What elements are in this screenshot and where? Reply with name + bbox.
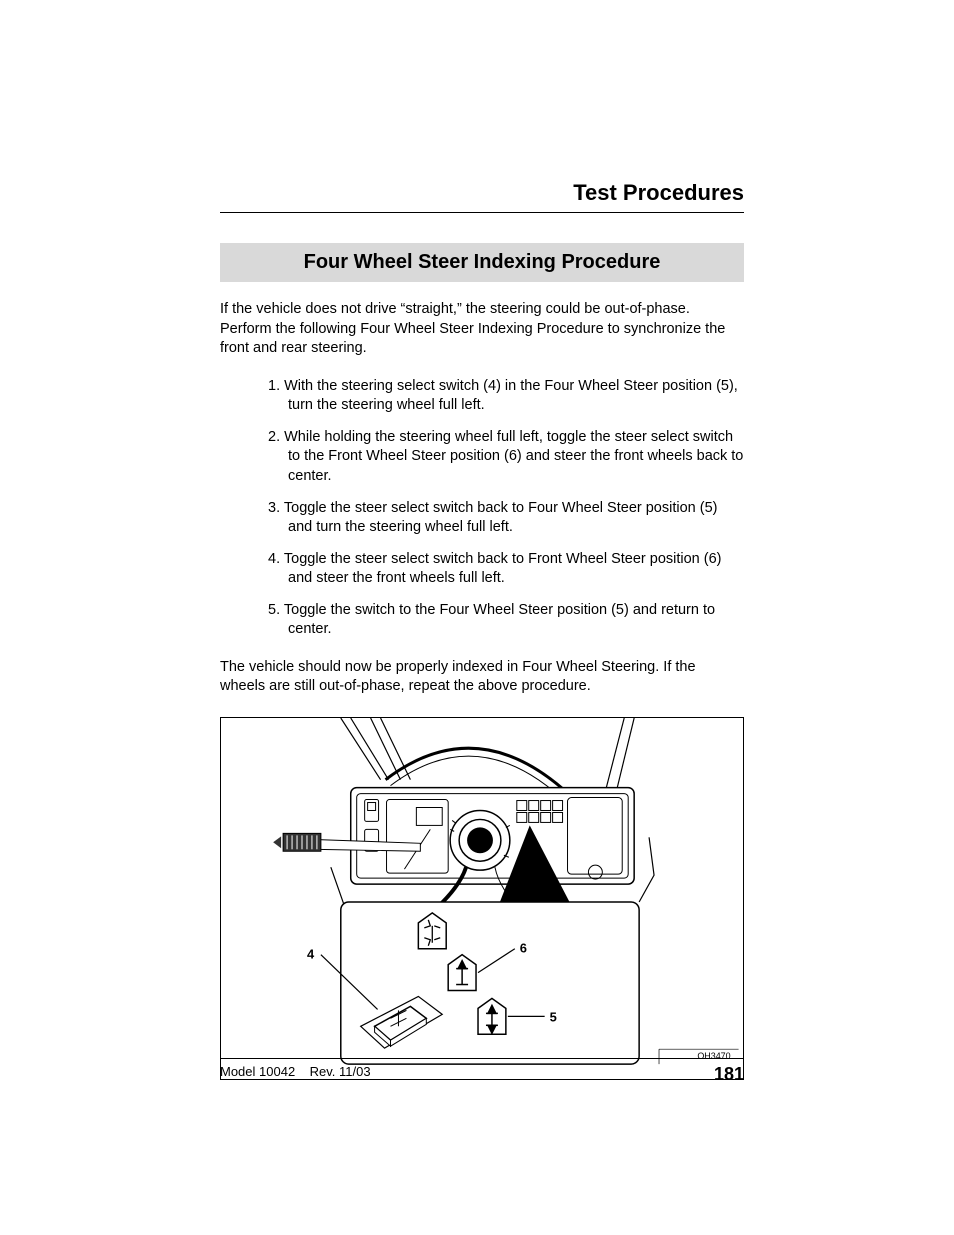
- procedure-title: Four Wheel Steer Indexing Procedure: [220, 243, 744, 282]
- steps-list: 1. With the steering select switch (4) i…: [220, 377, 744, 640]
- step-number: 3.: [268, 500, 280, 516]
- callout-5: 5: [550, 1009, 557, 1024]
- step-item: 4. Toggle the steer select switch back t…: [268, 550, 744, 589]
- step-text: Toggle the switch to the Four Wheel Stee…: [284, 602, 715, 638]
- footer-rev: Rev. 11/03: [310, 1064, 371, 1079]
- page-footer: Model 10042 Rev. 11/03 181: [220, 1058, 744, 1085]
- step-number: 1.: [268, 378, 280, 394]
- footer-left: Model 10042 Rev. 11/03: [220, 1064, 371, 1085]
- dashboard-svg: 4 6 5 OH3470: [221, 718, 743, 1079]
- step-text: While holding the steering wheel full le…: [284, 429, 743, 484]
- step-item: 5. Toggle the switch to the Four Wheel S…: [268, 601, 744, 640]
- step-number: 2.: [268, 429, 280, 445]
- section-title: Test Procedures: [220, 180, 744, 213]
- callout-4: 4: [307, 947, 315, 962]
- step-item: 2. While holding the steering wheel full…: [268, 428, 744, 487]
- step-number: 4.: [268, 551, 280, 567]
- step-text: With the steering select switch (4) in t…: [284, 378, 738, 414]
- callout-6: 6: [520, 941, 527, 956]
- dashboard-figure: 4 6 5 OH3470: [220, 717, 744, 1080]
- footer-model: Model 10042: [220, 1064, 295, 1079]
- step-item: 3. Toggle the steer select switch back t…: [268, 499, 744, 538]
- step-text: Toggle the steer select switch back to F…: [284, 500, 718, 536]
- outro-paragraph: The vehicle should now be properly index…: [220, 658, 744, 697]
- page-number: 181: [714, 1064, 744, 1085]
- step-number: 5.: [268, 602, 280, 618]
- intro-paragraph: If the vehicle does not drive “straight,…: [220, 300, 744, 359]
- step-item: 1. With the steering select switch (4) i…: [268, 377, 744, 416]
- step-text: Toggle the steer select switch back to F…: [284, 551, 722, 587]
